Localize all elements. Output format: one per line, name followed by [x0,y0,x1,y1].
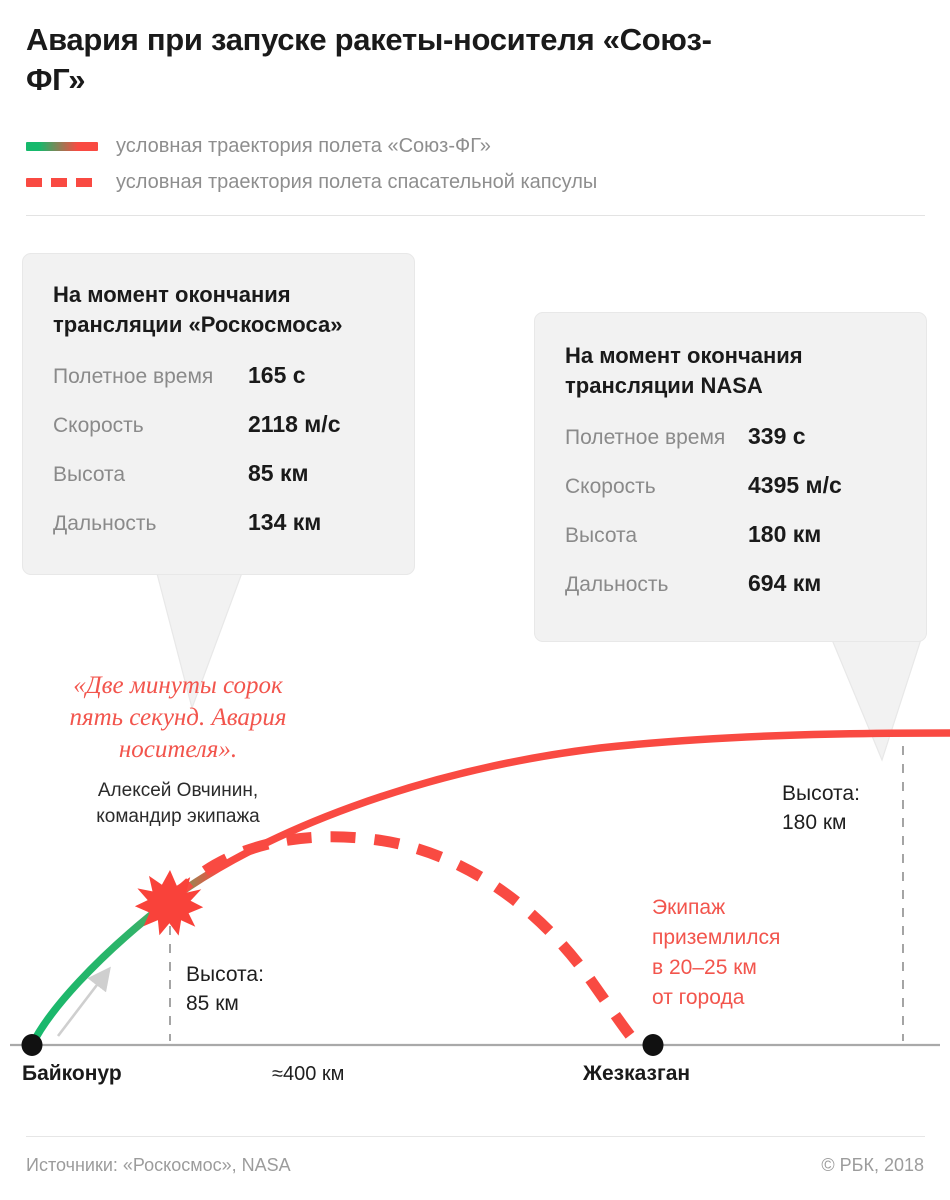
rocket-trajectory-path [28,729,950,1049]
legend-label-rocket: условная траектория полета «Союз-ФГ» [116,134,491,157]
card-row: Скорость 2118 м/с [53,411,384,460]
dashed-line-icon [26,177,98,187]
explosion-star-icon [134,870,204,936]
card-row-value: 2118 м/с [248,411,341,437]
card-row: Высота 85 км [53,460,384,509]
card-row: Дальность 694 км [565,570,896,619]
card-row-label: Скорость [53,414,144,437]
info-card-nasa: На момент окончания трансляции NASA Поле… [534,312,927,642]
marker-zhezkazgan [642,1034,664,1056]
card-row-label: Полетное время [53,365,214,388]
card-row: Полетное время 339 с [565,423,896,472]
direction-arrow-icon [56,966,111,1037]
card-row-label: Дальность [565,573,669,596]
card-row-value: 694 км [748,570,822,596]
label-zhezkazgan: Жезказган [583,1062,691,1085]
card-title-nasa: На момент окончания трансляции NASA [565,343,803,398]
card-row-label: Полетное время [565,426,726,449]
quote-attribution: Алексей Овчинин, командир экипажа [96,780,260,827]
legend-item-rocket: условная траектория полета «Союз-ФГ» [26,128,926,164]
trajectory-chart [10,729,950,1056]
footer-copyright: © РБК, 2018 [821,1155,924,1175]
card-row-value: 85 км [248,460,309,486]
legend-item-capsule: условная траектория полета спасательной … [26,164,926,200]
card-rows-roscosmos: Полетное время 165 с Скорость 2118 м/с В… [53,362,384,558]
annotation-landing: Экипаж приземлился в 20–25 км от города [652,896,781,1009]
card-row: Скорость 4395 м/с [565,472,896,521]
card-row-value: 4395 м/с [748,472,842,498]
card-row-label: Высота [53,463,126,486]
card-row: Дальность 134 км [53,509,384,558]
card-row: Высота 180 км [565,521,896,570]
legend: условная траектория полета «Союз-ФГ» усл… [26,128,926,200]
card-row-value: 339 с [748,423,806,449]
card-rows-nasa: Полетное время 339 с Скорость 4395 м/с В… [565,423,896,619]
annotation-altitude-180: Высота: 180 км [782,782,860,834]
card-row-label: Высота [565,524,638,547]
card-row-label: Дальность [53,512,157,535]
quote-block: «Две минуты сорок пять секунд. Авария но… [18,670,338,830]
legend-label-capsule: условная траектория полета спасательной … [116,170,598,193]
solid-gradient-line-icon [26,141,98,151]
card-row-value: 180 км [748,521,822,547]
page-title: Авария при запуске ракеты-носителя «Союз… [26,22,712,97]
marker-baikonur [21,1034,43,1056]
card-row: Полетное время 165 с [53,362,384,411]
footer-sources: Источники: «Роскосмос», NASA [26,1155,291,1175]
footer-divider [26,1136,925,1137]
label-distance: ≈400 км [272,1063,345,1085]
card-row-value: 134 км [248,509,322,535]
quote-text: «Две минуты сорок пять секунд. Авария но… [69,672,287,763]
card-title-roscosmos: На момент окончания трансляции «Роскосмо… [53,282,343,337]
info-card-roscosmos: На момент окончания трансляции «Роскосмо… [22,253,415,575]
header-divider [26,215,925,216]
card-row-value: 165 с [248,362,306,388]
annotation-altitude-85: Высота: 85 км [186,963,264,1015]
label-baikonur: Байконур [22,1062,122,1085]
card-row-label: Скорость [565,475,656,498]
capsule-trajectory-path [167,831,643,1049]
